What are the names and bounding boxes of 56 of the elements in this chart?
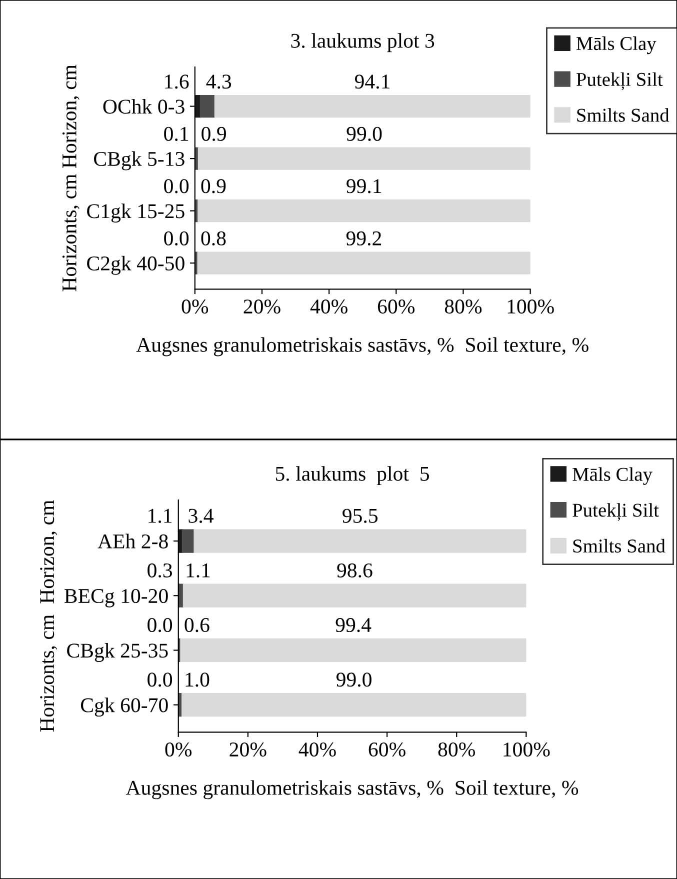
y-tick-label: CBgk 5-13: [94, 151, 184, 170]
data-label: 1.0: [186, 672, 210, 687]
data-label: 0.0: [164, 231, 189, 246]
y-tick-label: CBgk 25-35: [67, 643, 168, 662]
data-label: 0.1: [164, 126, 188, 141]
y-axis-title: Horizonts, cm Horizon, cm: [40, 500, 58, 732]
x-tick-label: 20%: [230, 742, 266, 757]
chart-title: 3. laukums plot 3: [291, 33, 434, 52]
data-label: 1.1: [186, 563, 210, 578]
data-label: 99.1: [346, 179, 382, 194]
x-tick-label: 40%: [310, 300, 348, 314]
x-tick-label: 80%: [438, 742, 475, 757]
x-tick-label: 80%: [444, 300, 482, 314]
data-label: 94.1: [354, 74, 390, 89]
data-label: 0.6: [184, 618, 210, 632]
y-tick-label: OChk 0-3: [103, 99, 184, 114]
y-axis-title: Horizonts, cm Horizon, cm: [62, 64, 80, 292]
legend-label: Smilts Sand: [577, 108, 670, 122]
data-label: 1.1: [148, 508, 172, 523]
data-label: 99.0: [346, 126, 382, 141]
data-label: 98.6: [337, 563, 372, 578]
data-label: 3.4: [188, 508, 214, 523]
x-tick-label: 40%: [298, 742, 336, 757]
y-tick-label: C1gk 15-25: [87, 204, 184, 223]
legend-label: Putekļi Silt: [576, 72, 663, 90]
data-label: 4.3: [206, 74, 232, 89]
legend-label: Smilts Sand: [573, 538, 666, 553]
x-tick-label: 60%: [368, 742, 406, 757]
legend-label: Māls Clay: [572, 467, 652, 485]
data-label: 99.2: [346, 231, 382, 246]
data-label: 0.8: [201, 231, 226, 246]
x-tick-label: 20%: [244, 300, 280, 314]
data-label: 0.3: [148, 563, 172, 578]
x-tick-label: 0%: [165, 742, 192, 757]
x-tick-label: 100%: [508, 300, 554, 314]
data-label: 99.4: [336, 618, 372, 632]
y-tick-label: C2gk 40-50: [87, 256, 184, 275]
data-label: 0.0: [164, 179, 189, 194]
data-label: 95.5: [342, 508, 378, 523]
data-label: 1.6: [165, 74, 189, 89]
data-label: 0.0: [148, 618, 172, 632]
data-label: 0.0: [148, 672, 172, 687]
y-tick-label: Cgk 60-70: [80, 698, 168, 717]
data-label: 0.9: [202, 126, 226, 141]
chart-title: 5. laukums plot 5: [276, 466, 430, 486]
y-tick-label: AEh 2-8: [98, 534, 168, 548]
x-axis-title: Augsnes granulometriskais sastāvs, % Soil texture, %: [126, 780, 578, 800]
x-tick-label: 60%: [378, 300, 415, 314]
y-tick-label: BECg 10-20: [64, 588, 168, 608]
x-tick-label: 0%: [182, 300, 208, 314]
data-label: 99.0: [336, 672, 372, 687]
legend-label: Māls Clay: [576, 36, 656, 54]
data-label: 0.9: [201, 179, 226, 194]
x-tick-label: 100%: [504, 742, 550, 757]
legend-label: Putekļi Silt: [572, 503, 659, 521]
x-axis-title: Augsnes granulometriskais sastāvs, % Soil texture, %: [136, 337, 588, 356]
